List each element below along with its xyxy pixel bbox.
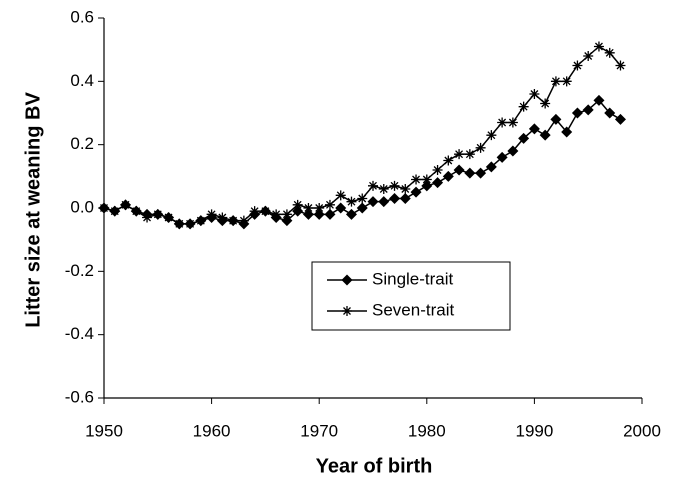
data-point [281,209,292,220]
data-point [228,215,239,226]
data-point [539,129,551,141]
data-point [206,209,217,220]
y-tick-label: 0.0 [70,197,94,216]
data-point [249,206,260,217]
data-point [615,60,626,71]
data-point [357,193,368,204]
legend-label: Seven-trait [372,300,454,319]
data-point [593,41,604,52]
data-point [260,206,271,217]
data-point [99,203,109,213]
data-point [442,170,454,182]
data-point [324,208,336,220]
data-point [507,117,518,128]
y-tick-label: 0.4 [70,71,94,90]
data-point [432,177,444,189]
data-point [378,196,390,208]
data-point [131,206,142,217]
y-tick-label: -0.4 [65,324,94,343]
data-point [411,174,422,185]
data-point [464,149,475,160]
data-point [582,104,594,116]
y-axis-title: Litter size at weaning BV [22,92,44,328]
data-point [389,180,400,191]
data-point [421,174,432,185]
y-tick-label: -0.6 [65,387,94,406]
data-point [604,47,615,58]
data-point [152,209,163,220]
y-tick-label: 0.2 [70,134,94,153]
data-point [475,142,486,153]
x-tick-label: 1950 [85,421,123,440]
data-point [496,151,508,163]
data-point [571,107,583,119]
data-point [335,190,346,201]
x-axis-title: Year of birth [316,455,433,477]
data-point [324,199,335,210]
data-point [185,218,196,229]
data-point [345,208,357,220]
data-point [400,184,411,194]
data-point [314,203,325,213]
data-point [292,199,303,210]
y-tick-label: -0.2 [65,261,94,280]
data-point [378,184,389,194]
data-point [614,113,626,125]
data-point [604,107,616,119]
data-point [217,212,228,223]
x-tick-label: 1980 [408,421,446,440]
data-point [142,212,153,223]
data-point [120,199,131,210]
data-point [507,145,519,157]
legend-marker [341,274,353,286]
data-point [271,209,282,220]
data-point [540,98,551,109]
data-point [389,193,401,204]
data-point [410,186,422,198]
data-point [346,196,357,207]
data-point [195,215,206,226]
data-point [583,51,594,61]
data-point [593,94,605,106]
y-tick-label: 0.6 [70,7,94,26]
data-point [356,202,368,214]
data-point [550,76,561,87]
x-tick-label: 2000 [623,421,661,440]
data-point [454,149,465,160]
data-point [238,215,249,226]
x-tick-label: 1960 [193,421,231,440]
data-point [486,130,497,141]
data-point [432,165,443,175]
data-point [485,161,497,173]
data-point [561,76,572,87]
legend-marker [342,306,352,316]
legend-box [311,261,511,331]
data-point [163,212,174,223]
x-tick-label: 1990 [515,421,553,440]
data-point [528,123,540,135]
data-point [109,206,120,217]
legend-label: Single-trait [372,269,454,288]
data-point [518,101,529,112]
data-point [561,126,573,138]
data-point [550,113,562,125]
data-point [303,203,314,213]
data-point [368,180,378,191]
data-point [475,167,487,179]
data-point [529,89,540,99]
data-point [572,60,583,71]
data-point [399,193,411,204]
data-point [443,155,454,166]
data-point [367,196,379,208]
data-point [453,164,465,176]
data-point [518,132,530,144]
data-point [497,117,508,128]
legend: Single-trait Seven-trait [311,261,511,331]
data-point [174,218,185,229]
data-point [464,167,476,179]
x-tick-label: 1970 [300,421,338,440]
data-point [335,202,347,214]
